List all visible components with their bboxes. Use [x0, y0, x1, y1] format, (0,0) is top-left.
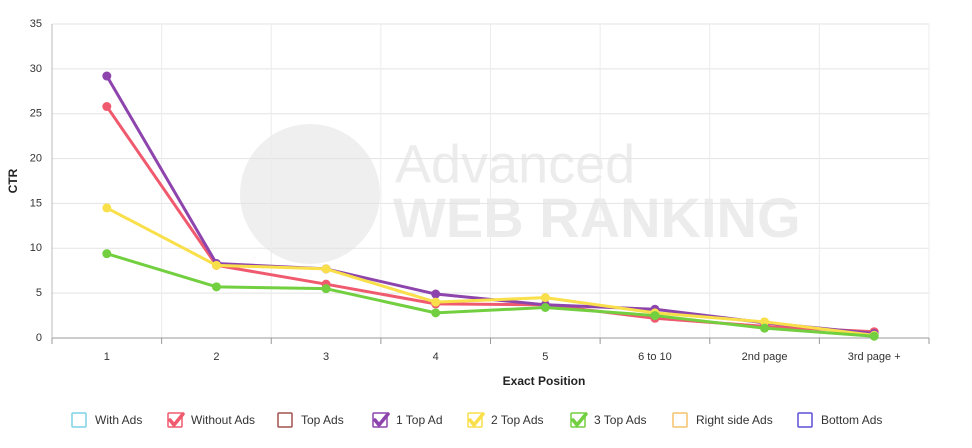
y-tick-label: 10: [30, 242, 42, 254]
legend-checkbox: [277, 412, 293, 428]
data-point: [211, 260, 221, 270]
y-tick-label: 35: [30, 18, 42, 30]
legend-item[interactable]: Without Ads: [167, 412, 255, 428]
legend-label: Right side Ads: [696, 413, 773, 427]
x-tick-label: 3rd page +: [848, 351, 901, 363]
legend-label: Top Ads: [301, 413, 344, 427]
legend-label: 1 Top Ad: [396, 413, 443, 427]
x-axis-title: Exact Position: [503, 374, 586, 388]
legend-item[interactable]: 1 Top Ad: [372, 412, 443, 428]
data-point: [431, 289, 441, 299]
x-tick-label: 2nd page: [742, 351, 788, 363]
watermark-text: WEB RANKING: [393, 186, 801, 249]
legend-label: 3 Top Ads: [594, 413, 647, 427]
legend-item[interactable]: Top Ads: [277, 412, 344, 428]
legend-check: [168, 412, 185, 428]
legend-item[interactable]: 3 Top Ads: [570, 412, 647, 428]
y-axis-title: CTR: [6, 168, 20, 193]
data-point: [102, 249, 112, 259]
data-point: [102, 203, 112, 213]
x-tick-label: 4: [433, 351, 439, 363]
legend-label: With Ads: [95, 413, 142, 427]
y-tick-label: 5: [36, 287, 42, 299]
watermark-text: Advanced: [395, 134, 635, 194]
series-line: [106, 252, 875, 338]
data-point: [211, 282, 221, 292]
series-line: [106, 206, 875, 337]
y-tick-label: 20: [30, 152, 42, 164]
x-tick-label: 1: [104, 351, 110, 363]
y-tick-label: 30: [30, 63, 42, 75]
data-point: [102, 71, 112, 81]
grid: [51, 23, 930, 339]
watermark: Advanced WEB RANKING: [240, 124, 801, 264]
data-point: [760, 323, 770, 333]
y-tick-label: 15: [30, 197, 42, 209]
legend-check: [468, 412, 485, 428]
data-point: [431, 308, 441, 318]
x-tick-label: 6 to 10: [638, 351, 672, 363]
data-point: [431, 297, 441, 307]
legend-item[interactable]: Bottom Ads: [797, 412, 882, 428]
legend-label: Bottom Ads: [821, 413, 882, 427]
legend-checkbox: [71, 412, 87, 428]
legend-check: [571, 412, 588, 428]
watermark-globe: [240, 124, 380, 264]
legend-label: Without Ads: [191, 413, 255, 427]
y-tick-label: 25: [30, 108, 42, 120]
x-tick-label: 5: [542, 351, 548, 363]
legend-checkbox: [797, 412, 813, 428]
legend-label: 2 Top Ads: [491, 413, 544, 427]
legend-checkbox: [672, 412, 688, 428]
data-point: [102, 102, 112, 112]
x-tick-label: 2: [213, 351, 219, 363]
data-point: [321, 284, 331, 294]
legend-item[interactable]: With Ads: [71, 412, 142, 428]
data-point: [650, 311, 660, 321]
data-point: [760, 317, 770, 327]
legend-check: [373, 412, 390, 428]
legend-item[interactable]: 2 Top Ads: [467, 412, 544, 428]
data-point: [540, 293, 550, 303]
y-tick-label: 0: [36, 332, 42, 344]
data-point: [321, 264, 331, 274]
data-point: [869, 331, 879, 341]
legend-item[interactable]: Right side Ads: [672, 412, 773, 428]
data-point: [540, 302, 550, 312]
x-tick-label: 3: [323, 351, 329, 363]
